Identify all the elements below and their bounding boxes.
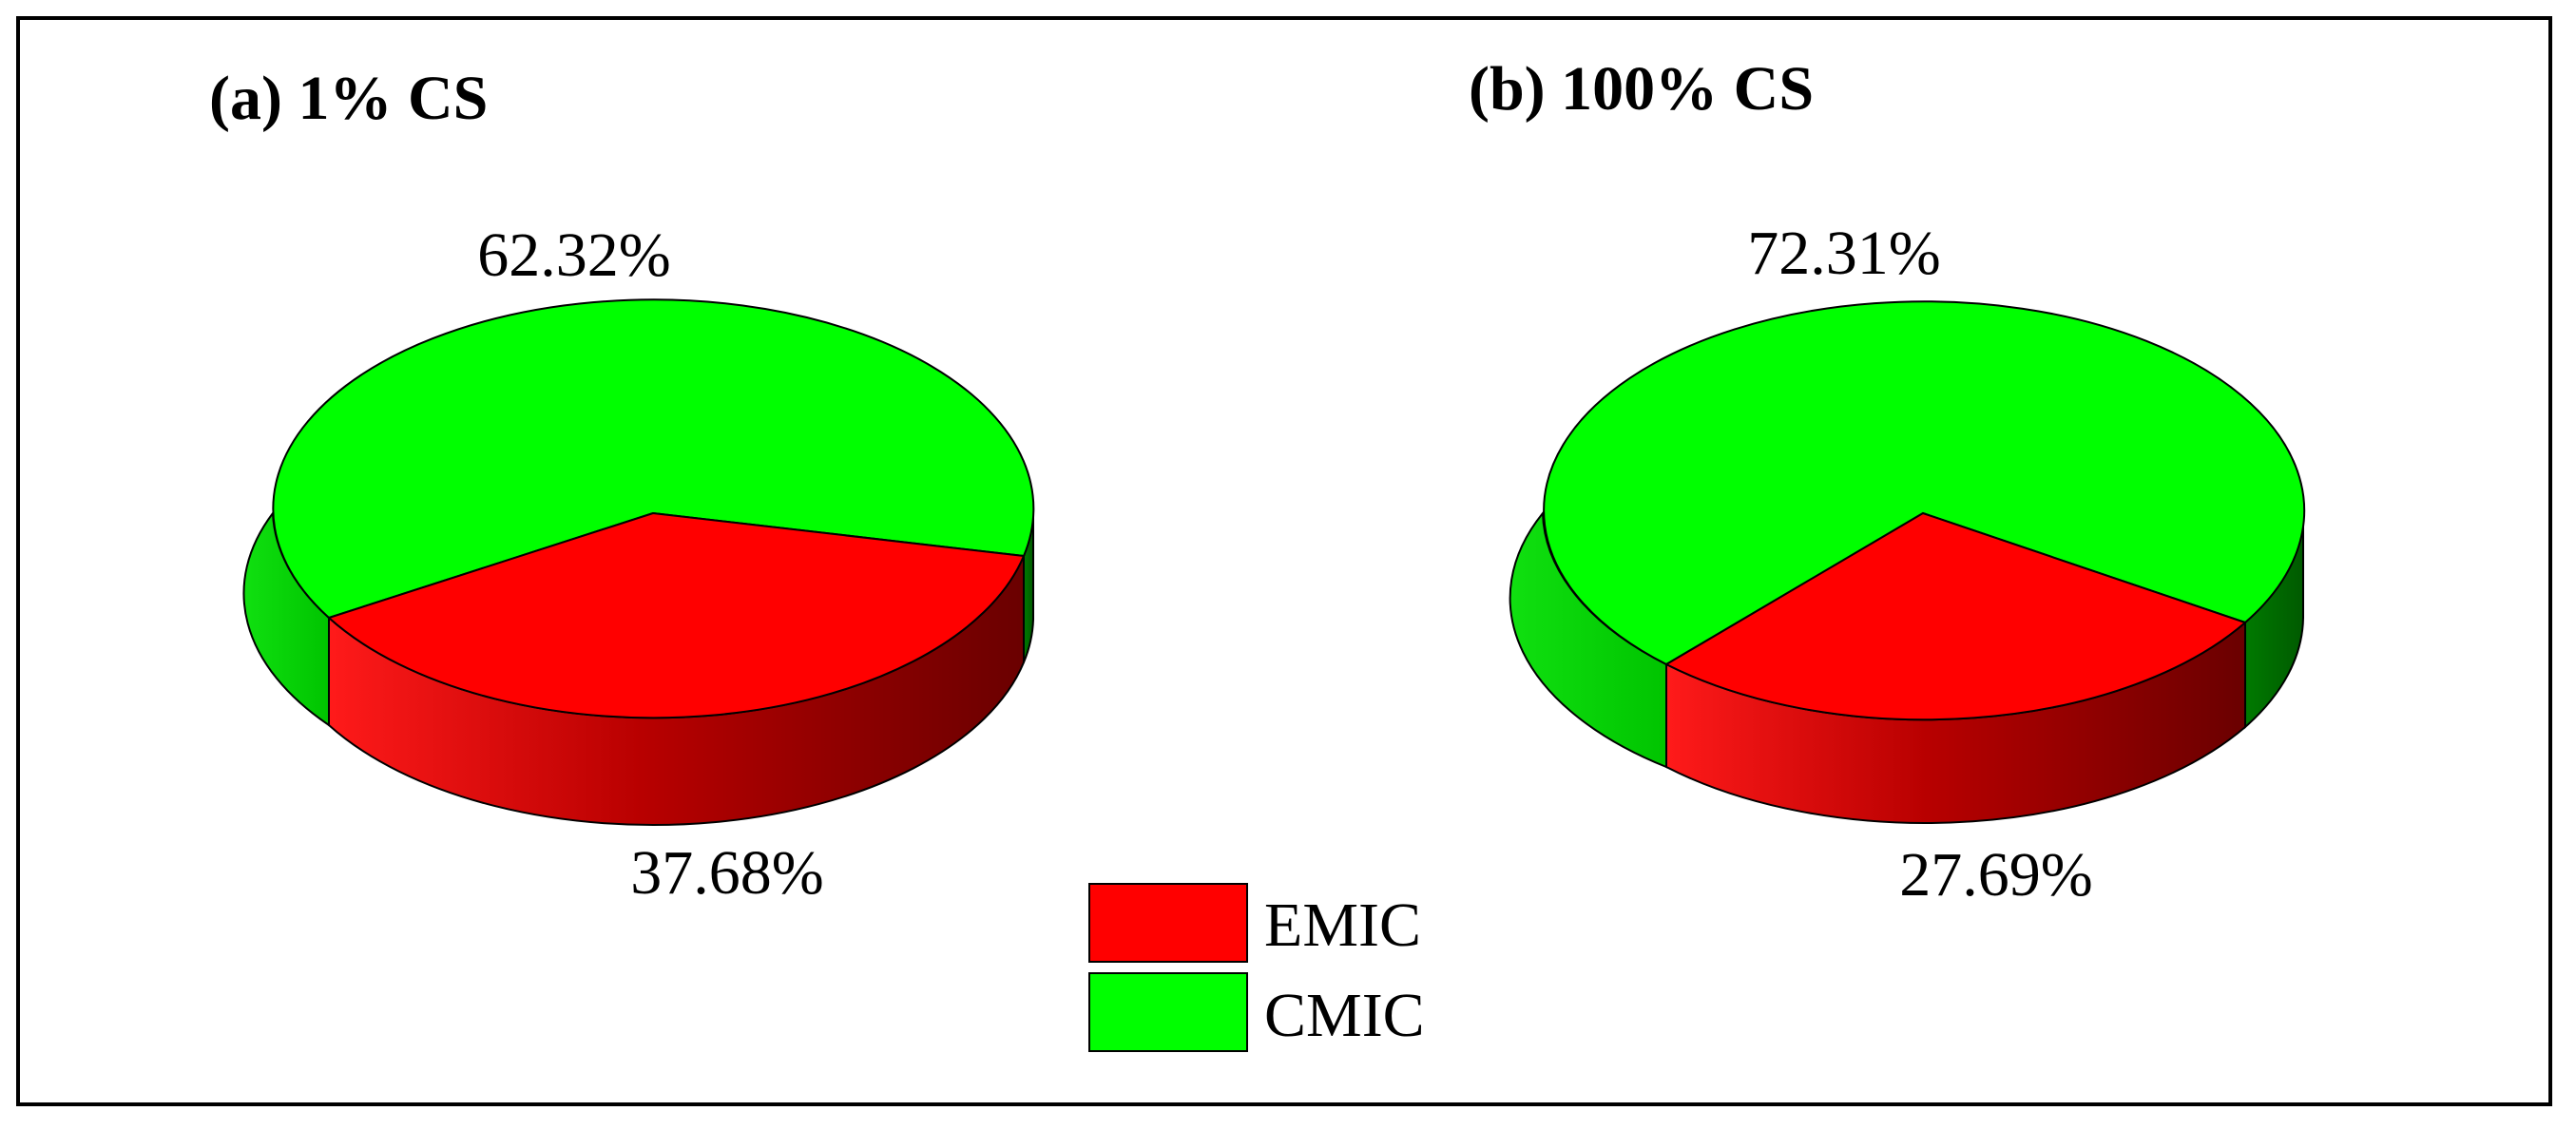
panel-a-title: (a) 1% CS	[209, 64, 488, 133]
panel-a-cmic-slice	[272, 298, 1035, 620]
panel-a-emic-slice	[327, 511, 1026, 719]
pie-panel-a: (a) 1% CS 62.32% 37.68%	[209, 64, 1035, 908]
panel-b-emic-slice	[1663, 511, 2247, 721]
panel-b-cmic-label: 72.31%	[1747, 219, 1940, 288]
panel-b-emic-label: 27.69%	[1899, 840, 2092, 910]
pie-panel-b: (b) 100% CS 72.31% 27.69%	[1469, 54, 2306, 910]
legend-swatch-emic	[1088, 883, 1248, 963]
legend-swatch-cmic	[1088, 972, 1248, 1052]
panel-a-cmic-label: 62.32%	[477, 220, 670, 290]
legend-label-emic: EMIC	[1264, 891, 1421, 960]
panel-a-emic-label: 37.68%	[630, 838, 823, 908]
legend: EMIC CMIC	[1088, 883, 1425, 1052]
legend-label-cmic: CMIC	[1264, 981, 1425, 1050]
panel-b-cmic-slice	[1543, 300, 2306, 666]
panel-b-title: (b) 100% CS	[1469, 54, 1814, 124]
